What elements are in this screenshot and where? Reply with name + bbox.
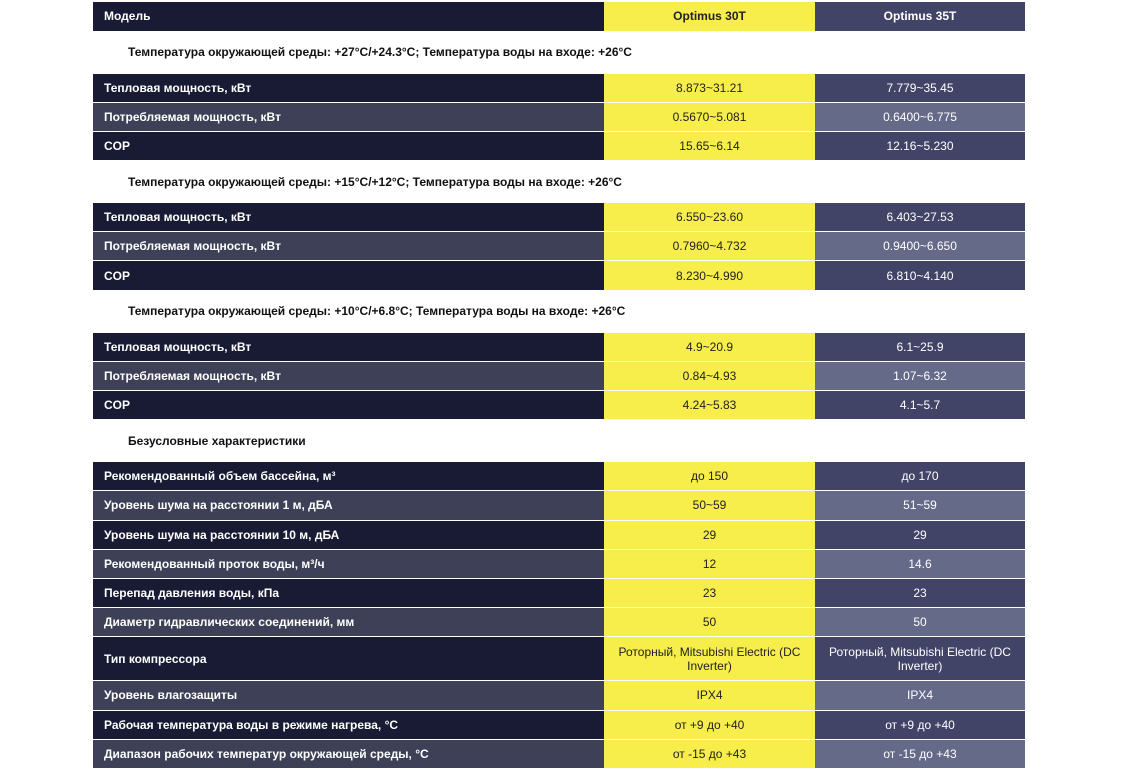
- spec-label: Потребляемая мощность, кВт: [93, 102, 604, 132]
- spec-row: Рекомендованный объем бассейна, м³ до 150…: [93, 461, 1025, 492]
- spec-value-optimus-35t: до 170: [815, 461, 1025, 492]
- spec-row: Уровень влагозащиты IPX4 IPX4: [93, 680, 1025, 711]
- spec-label: COP: [93, 260, 604, 291]
- spec-label: Уровень шума на расстоянии 10 м, дБА: [93, 520, 604, 550]
- spec-label: Уровень шума на расстоянии 1 м, дБА: [93, 490, 604, 521]
- spec-label: Перепад давления воды, кПа: [93, 578, 604, 609]
- spec-value-optimus-30t: 0.84~4.93: [604, 361, 815, 392]
- spec-label: Рабочая температура воды в режиме нагрев…: [93, 710, 604, 740]
- spec-label: Потребляемая мощность, кВт: [93, 361, 604, 392]
- spec-value-optimus-35t: 1.07~6.32: [815, 361, 1025, 392]
- spec-value-optimus-35t: 4.1~5.7: [815, 390, 1025, 421]
- spec-row: Диаметр гидравлических соединений, мм 50 5…: [93, 607, 1025, 638]
- spec-value-optimus-30t: 4.9~20.9: [604, 332, 815, 362]
- spec-value-optimus-35t: 14.6: [815, 549, 1025, 579]
- spec-value-optimus-35t: 0.6400~6.775: [815, 102, 1025, 132]
- header-row: Модель Optimus 30T Optimus 35T: [93, 2, 1025, 32]
- header-model-label: Модель: [93, 2, 604, 32]
- spec-value-optimus-30t: Роторный, Mitsubishi Electric (DC Invert…: [604, 636, 815, 682]
- spec-label: Диапазон рабочих температур окружающей с…: [93, 739, 604, 769]
- spec-label: COP: [93, 390, 604, 421]
- spec-value-optimus-35t: Роторный, Mitsubishi Electric (DC Invert…: [815, 636, 1025, 682]
- spec-row: Уровень шума на расстоянии 1 м, дБА 50~59…: [93, 490, 1025, 521]
- spec-value-optimus-30t: 50: [604, 607, 815, 638]
- spec-value-optimus-35t: 51~59: [815, 490, 1025, 521]
- spec-value-optimus-35t: от +9 до +40: [815, 710, 1025, 740]
- spec-value-optimus-30t: 0.7960~4.732: [604, 231, 815, 262]
- spec-value-optimus-30t: 8.873~31.21: [604, 73, 815, 103]
- header-model-b: Optimus 35T: [815, 2, 1025, 32]
- spec-value-optimus-30t: IPX4: [604, 680, 815, 711]
- spec-value-optimus-30t: 50~59: [604, 490, 815, 521]
- spec-value-optimus-30t: 0.5670~5.081: [604, 102, 815, 132]
- spec-table: Модель Optimus 30T Optimus 35T Температу…: [93, 2, 1025, 769]
- spec-value-optimus-30t: 6.550~23.60: [604, 202, 815, 233]
- section-title-row: Температура окружающей среды: +10°C/+6.8…: [93, 290, 1025, 333]
- spec-row: COP 15.65~6.14 12.16~5.230: [93, 131, 1025, 162]
- spec-value-optimus-35t: 50: [815, 607, 1025, 638]
- spec-value-optimus-35t: 7.779~35.45: [815, 73, 1025, 103]
- spec-value-optimus-35t: от -15 до +43: [815, 739, 1025, 769]
- spec-value-optimus-30t: от -15 до +43: [604, 739, 815, 769]
- section-title: Безусловные характеристики: [93, 419, 1025, 463]
- spec-value-optimus-30t: 29: [604, 520, 815, 550]
- spec-row: Уровень шума на расстоянии 10 м, дБА 29 29: [93, 520, 1025, 550]
- spec-label: Потребляемая мощность, кВт: [93, 231, 604, 262]
- spec-row: Тепловая мощность, кВт 8.873~31.21 7.779~3…: [93, 73, 1025, 103]
- spec-value-optimus-30t: от +9 до +40: [604, 710, 815, 740]
- section-title-row: Температура окружающей среды: +15°C/+12°…: [93, 160, 1025, 204]
- spec-label: Тип компрессора: [93, 636, 604, 682]
- spec-value-optimus-35t: 23: [815, 578, 1025, 609]
- spec-value-optimus-30t: 15.65~6.14: [604, 131, 815, 162]
- section-title: Температура окружающей среды: +15°C/+12°…: [93, 160, 1025, 204]
- spec-label: Диаметр гидравлических соединений, мм: [93, 607, 604, 638]
- spec-label: Тепловая мощность, кВт: [93, 332, 604, 362]
- spec-row: COP 4.24~5.83 4.1~5.7: [93, 390, 1025, 421]
- spec-label: COP: [93, 131, 604, 162]
- spec-row: Тепловая мощность, кВт 6.550~23.60 6.403~2…: [93, 202, 1025, 233]
- section-title-row: Безусловные характеристики: [93, 419, 1025, 463]
- spec-row: Рекомендованный проток воды, м³/ч 12 14.6: [93, 549, 1025, 579]
- spec-row: Потребляемая мощность, кВт 0.5670~5.081 0.…: [93, 102, 1025, 132]
- spec-row: Потребляемая мощность, кВт 0.7960~4.732 0.…: [93, 231, 1025, 262]
- section-title: Температура окружающей среды: +27°C/+24.…: [93, 31, 1025, 74]
- spec-row: COP 8.230~4.990 6.810~4.140: [93, 260, 1025, 291]
- spec-value-optimus-30t: 8.230~4.990: [604, 260, 815, 291]
- spec-row: Потребляемая мощность, кВт 0.84~4.93 1.07~…: [93, 361, 1025, 392]
- spec-row: Перепад давления воды, кПа 23 23: [93, 578, 1025, 609]
- spec-value-optimus-35t: 6.810~4.140: [815, 260, 1025, 291]
- spec-value-optimus-30t: 4.24~5.83: [604, 390, 815, 421]
- spec-label: Тепловая мощность, кВт: [93, 202, 604, 233]
- spec-value-optimus-30t: 23: [604, 578, 815, 609]
- spec-label: Уровень влагозащиты: [93, 680, 604, 711]
- spec-value-optimus-35t: 0.9400~6.650: [815, 231, 1025, 262]
- header-model-a: Optimus 30T: [604, 2, 815, 32]
- spec-label: Тепловая мощность, кВт: [93, 73, 604, 103]
- section-title-row: Температура окружающей среды: +27°C/+24.…: [93, 31, 1025, 74]
- spec-label: Рекомендованный объем бассейна, м³: [93, 461, 604, 492]
- spec-value-optimus-35t: 29: [815, 520, 1025, 550]
- section-title: Температура окружающей среды: +10°C/+6.8…: [93, 290, 1025, 333]
- spec-value-optimus-35t: 6.1~25.9: [815, 332, 1025, 362]
- spec-value-optimus-35t: 12.16~5.230: [815, 131, 1025, 162]
- spec-row: Рабочая температура воды в режиме нагрев…: [93, 710, 1025, 740]
- spec-row: Диапазон рабочих температур окружающей с…: [93, 739, 1025, 769]
- spec-label: Рекомендованный проток воды, м³/ч: [93, 549, 604, 579]
- spec-row: Тепловая мощность, кВт 4.9~20.9 6.1~25.9: [93, 332, 1025, 362]
- spec-row: Тип компрессора Роторный, Mitsubishi Elec…: [93, 636, 1025, 682]
- spec-value-optimus-35t: IPX4: [815, 680, 1025, 711]
- spec-value-optimus-35t: 6.403~27.53: [815, 202, 1025, 233]
- spec-value-optimus-30t: до 150: [604, 461, 815, 492]
- spec-value-optimus-30t: 12: [604, 549, 815, 579]
